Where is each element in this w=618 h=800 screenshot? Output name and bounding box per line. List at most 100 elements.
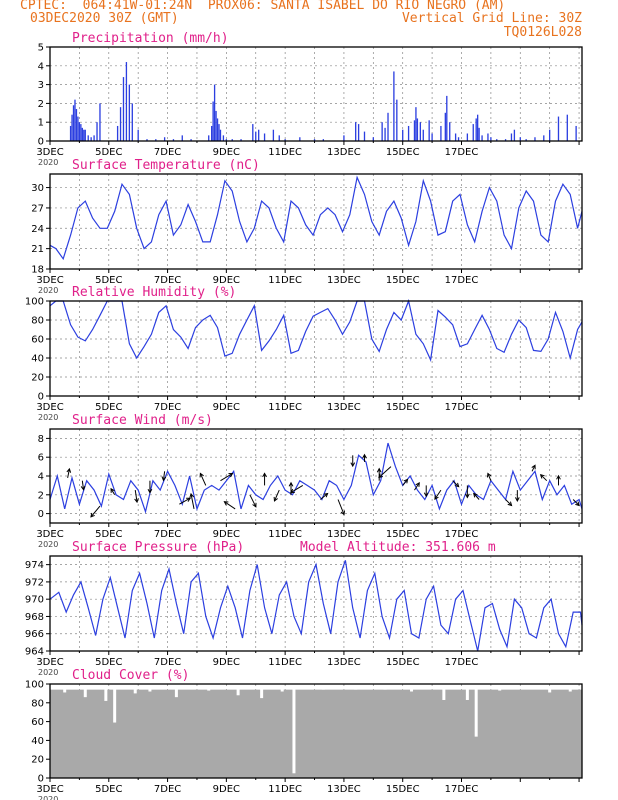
- x-tick-label: 5DEC: [95, 657, 122, 668]
- precip-bar: [93, 135, 95, 141]
- precip-bar: [449, 122, 451, 141]
- cloud-notch: [113, 688, 117, 723]
- precip-bar: [222, 135, 225, 141]
- precip-bar: [80, 124, 82, 141]
- cloud-notch: [442, 688, 446, 700]
- x-tick-label: 7DEC: [154, 275, 181, 286]
- wind-arrow: [572, 499, 580, 506]
- y-tick-label: 972: [25, 577, 44, 588]
- y-tick-label: 60: [31, 335, 44, 346]
- precip-bar: [384, 127, 386, 141]
- precip-bar: [525, 139, 527, 141]
- x-tick-label: 5DEC: [95, 529, 122, 540]
- series-line: [49, 175, 583, 261]
- wind-arrow-head: [189, 492, 194, 498]
- x-tick-label: 7DEC: [154, 657, 181, 668]
- wind-arrow: [434, 489, 442, 500]
- x-tick-label: 13DEC: [327, 275, 361, 286]
- precip-bar: [415, 107, 417, 141]
- panel-frame: [49, 428, 583, 524]
- wind-arrow: [473, 493, 480, 500]
- wind-arrow: [531, 465, 536, 472]
- precip-bar: [163, 137, 166, 141]
- wind-arrow-head: [147, 488, 153, 494]
- y-tick-label: 966: [25, 629, 44, 640]
- x-tick-label: 11DEC: [268, 529, 302, 540]
- wind-arrow-head: [473, 492, 478, 498]
- precip-bar: [387, 112, 389, 141]
- x-tick-label: 13DEC: [327, 147, 361, 158]
- precip-bar: [210, 125, 213, 141]
- precip-bar: [407, 125, 410, 141]
- precip-bar: [510, 133, 513, 141]
- precip-bar: [231, 139, 233, 141]
- precip-bar: [363, 131, 366, 141]
- x-tick-label: 9DEC: [213, 529, 240, 540]
- x-tick-label: 9DEC: [213, 784, 240, 795]
- wind-arrow-head: [228, 472, 234, 478]
- wind-arrow-head: [323, 492, 329, 498]
- x-tick-year: 2020: [38, 158, 58, 167]
- y-tick-label: 2: [38, 99, 44, 110]
- y-tick-label: 40: [31, 736, 44, 747]
- y-tick-label: 974: [25, 560, 44, 571]
- wind-arrow-head: [575, 501, 580, 507]
- precip-bar: [466, 133, 469, 141]
- precip-bar: [431, 133, 433, 141]
- precip-bar: [322, 139, 325, 141]
- precip-bar: [90, 137, 92, 141]
- y-tick-label: 20: [31, 755, 44, 766]
- precip-bar: [402, 129, 404, 141]
- precip-bar: [137, 129, 139, 141]
- x-tick-label: 7DEC: [154, 529, 181, 540]
- x-tick-label: 11DEC: [268, 784, 302, 795]
- wind-arrow-head: [110, 487, 115, 493]
- y-tick-label: 27: [31, 203, 44, 214]
- cloud-notch: [207, 688, 211, 691]
- wind-arrow: [110, 488, 116, 496]
- y-tick-label: 80: [31, 698, 44, 709]
- precip-bar: [172, 139, 175, 141]
- precip-bar: [225, 139, 228, 141]
- wind-arrow-head: [186, 497, 192, 502]
- panel-1: [46, 173, 583, 273]
- y-tick-label: 21: [31, 244, 44, 255]
- precip-bar: [155, 139, 157, 141]
- x-tick-label: 15DEC: [386, 402, 420, 413]
- y-tick-label: 4: [38, 61, 44, 72]
- panel-frame: [49, 173, 583, 270]
- x-tick-label: 17DEC: [445, 784, 479, 795]
- y-tick-label: 0: [38, 137, 44, 148]
- panel-0: [46, 46, 583, 145]
- y-tick-label: 1: [38, 118, 44, 129]
- x-tick-label: 9DEC: [213, 657, 240, 668]
- wind-arrow: [505, 499, 512, 506]
- wind-arrow: [452, 480, 460, 488]
- precip-bar: [212, 101, 214, 141]
- precip-bar: [99, 103, 101, 141]
- cloud-notch: [292, 688, 296, 774]
- x-tick-label: 17DEC: [445, 402, 479, 413]
- wind-arrow-head: [252, 502, 257, 508]
- wind-arrow: [224, 501, 236, 510]
- x-tick-label: 7DEC: [154, 147, 181, 158]
- x-tick-label: 11DEC: [268, 657, 302, 668]
- precip-bar: [83, 129, 85, 141]
- wind-arrow-head: [415, 482, 420, 487]
- wind-arrow-head: [403, 478, 409, 484]
- y-tick-label: 4: [38, 472, 44, 483]
- precip-bar: [208, 135, 210, 141]
- wind-arrow: [320, 493, 328, 500]
- cloud-area: [50, 689, 582, 778]
- wind-arrow: [540, 474, 548, 482]
- wind-arrow-head: [90, 512, 95, 518]
- header-model-id: TQ0126L028: [503, 25, 582, 40]
- cloud-notch: [280, 688, 284, 692]
- cloud-notch: [236, 688, 240, 696]
- x-tick-label: 9DEC: [213, 402, 240, 413]
- precip-bar: [422, 129, 424, 141]
- cloud-notch: [321, 688, 325, 690]
- precip-bar: [255, 131, 257, 141]
- wind-arrow: [134, 490, 138, 503]
- panel-2: [46, 298, 583, 400]
